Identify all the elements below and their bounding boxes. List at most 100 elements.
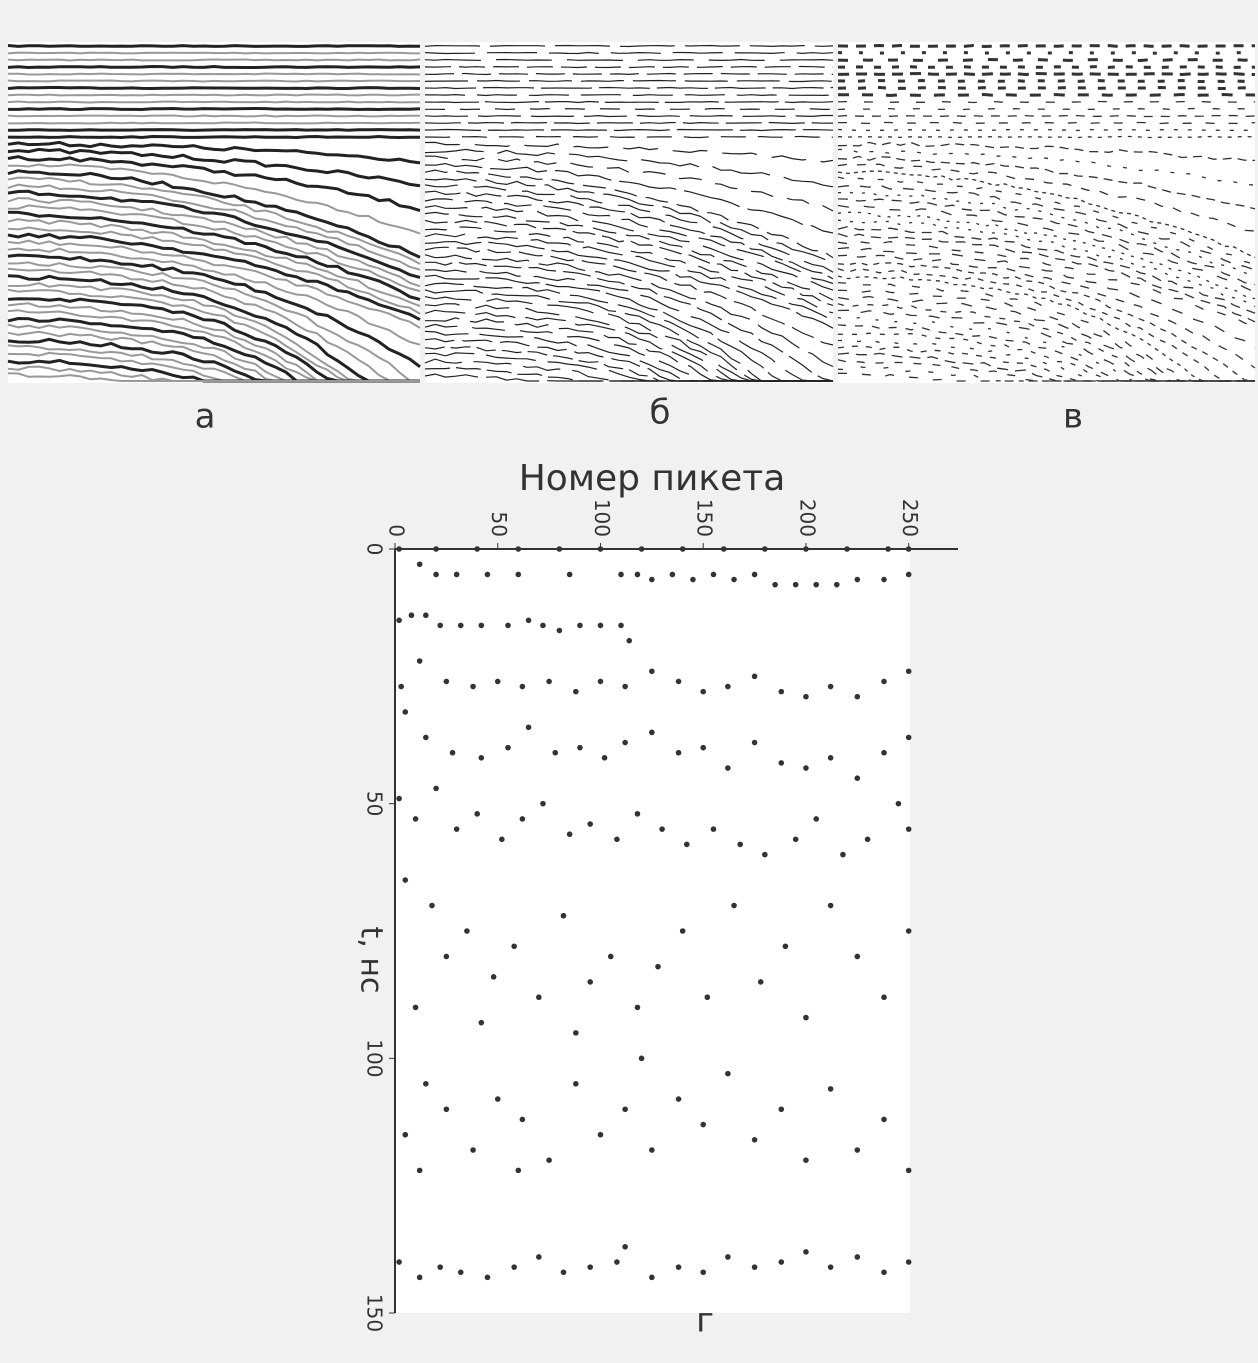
y-tick-label: 0 [363, 543, 387, 556]
point [458, 623, 464, 629]
point [396, 618, 402, 624]
point [649, 730, 655, 736]
point [409, 612, 415, 618]
point [752, 1264, 758, 1270]
point [803, 1157, 809, 1163]
y-axis-label: t, нс [354, 927, 389, 994]
point [495, 1096, 501, 1102]
point [896, 801, 902, 807]
point [433, 546, 439, 552]
point [444, 679, 450, 685]
point [526, 724, 532, 730]
point [614, 837, 620, 843]
point [906, 668, 912, 674]
point [758, 979, 764, 985]
point [813, 816, 819, 822]
point [803, 1015, 809, 1021]
radargram-trace [8, 95, 420, 96]
point [598, 546, 604, 552]
point [906, 572, 912, 578]
point [626, 638, 632, 644]
point [587, 979, 593, 985]
point [396, 546, 402, 552]
point [731, 903, 737, 909]
point [855, 775, 861, 781]
point [684, 842, 690, 848]
point [515, 1168, 521, 1174]
x-tick-label: 200 [795, 499, 819, 537]
point [413, 1005, 419, 1011]
radargram-trace [8, 53, 420, 54]
point [855, 954, 861, 960]
point [505, 623, 511, 629]
point [881, 679, 887, 685]
point [906, 546, 912, 552]
point [577, 745, 583, 751]
point [725, 1254, 731, 1260]
radargram-trace [8, 137, 420, 138]
chart-title: Номер пикета [519, 458, 786, 499]
figure: а б в Номер пикета t, нс г 0501001502002… [0, 0, 1258, 1363]
radargram-trace [425, 137, 833, 138]
point [515, 572, 521, 578]
point [437, 1264, 443, 1270]
point [721, 546, 727, 552]
radargram-trace [8, 88, 420, 89]
point [649, 668, 655, 674]
point [485, 572, 491, 578]
point [881, 750, 887, 756]
point [423, 735, 429, 741]
point [444, 1106, 450, 1112]
point [540, 623, 546, 629]
point [474, 546, 480, 552]
point [881, 1117, 887, 1123]
point [828, 1086, 834, 1092]
point [454, 572, 460, 578]
y-tick-label: 100 [363, 1039, 387, 1077]
point [470, 684, 476, 690]
panel-label: в [1063, 397, 1083, 437]
x-tick-label: 100 [590, 499, 614, 537]
point [478, 1020, 484, 1026]
point [622, 1106, 628, 1112]
point [423, 612, 429, 618]
point [470, 1147, 476, 1153]
point [844, 546, 850, 552]
point [485, 1275, 491, 1281]
point [881, 1269, 887, 1275]
point [520, 816, 526, 822]
point [429, 903, 435, 909]
point [499, 837, 505, 843]
point [828, 903, 834, 909]
point [906, 735, 912, 741]
point [778, 1106, 784, 1112]
point [676, 1096, 682, 1102]
point [635, 1005, 641, 1011]
point [676, 750, 682, 756]
point [762, 852, 768, 858]
point [417, 1168, 423, 1174]
point [598, 679, 604, 685]
point [700, 689, 706, 695]
point [536, 1254, 542, 1260]
point [520, 1117, 526, 1123]
point [396, 1259, 402, 1265]
point [855, 1254, 861, 1260]
point [557, 546, 563, 552]
point [546, 1157, 552, 1163]
point [855, 694, 861, 700]
point [778, 760, 784, 766]
point [511, 1264, 517, 1270]
point [567, 572, 573, 578]
point [793, 582, 799, 588]
radargram-trace [8, 67, 420, 68]
point [676, 1264, 682, 1270]
panel-c-image [838, 42, 1255, 383]
point [881, 577, 887, 583]
point [778, 1259, 784, 1265]
point [557, 628, 563, 634]
radargram-trace [8, 109, 420, 110]
point [711, 572, 717, 578]
x-tick-label: 250 [898, 499, 922, 537]
radargram-trace [8, 74, 420, 75]
